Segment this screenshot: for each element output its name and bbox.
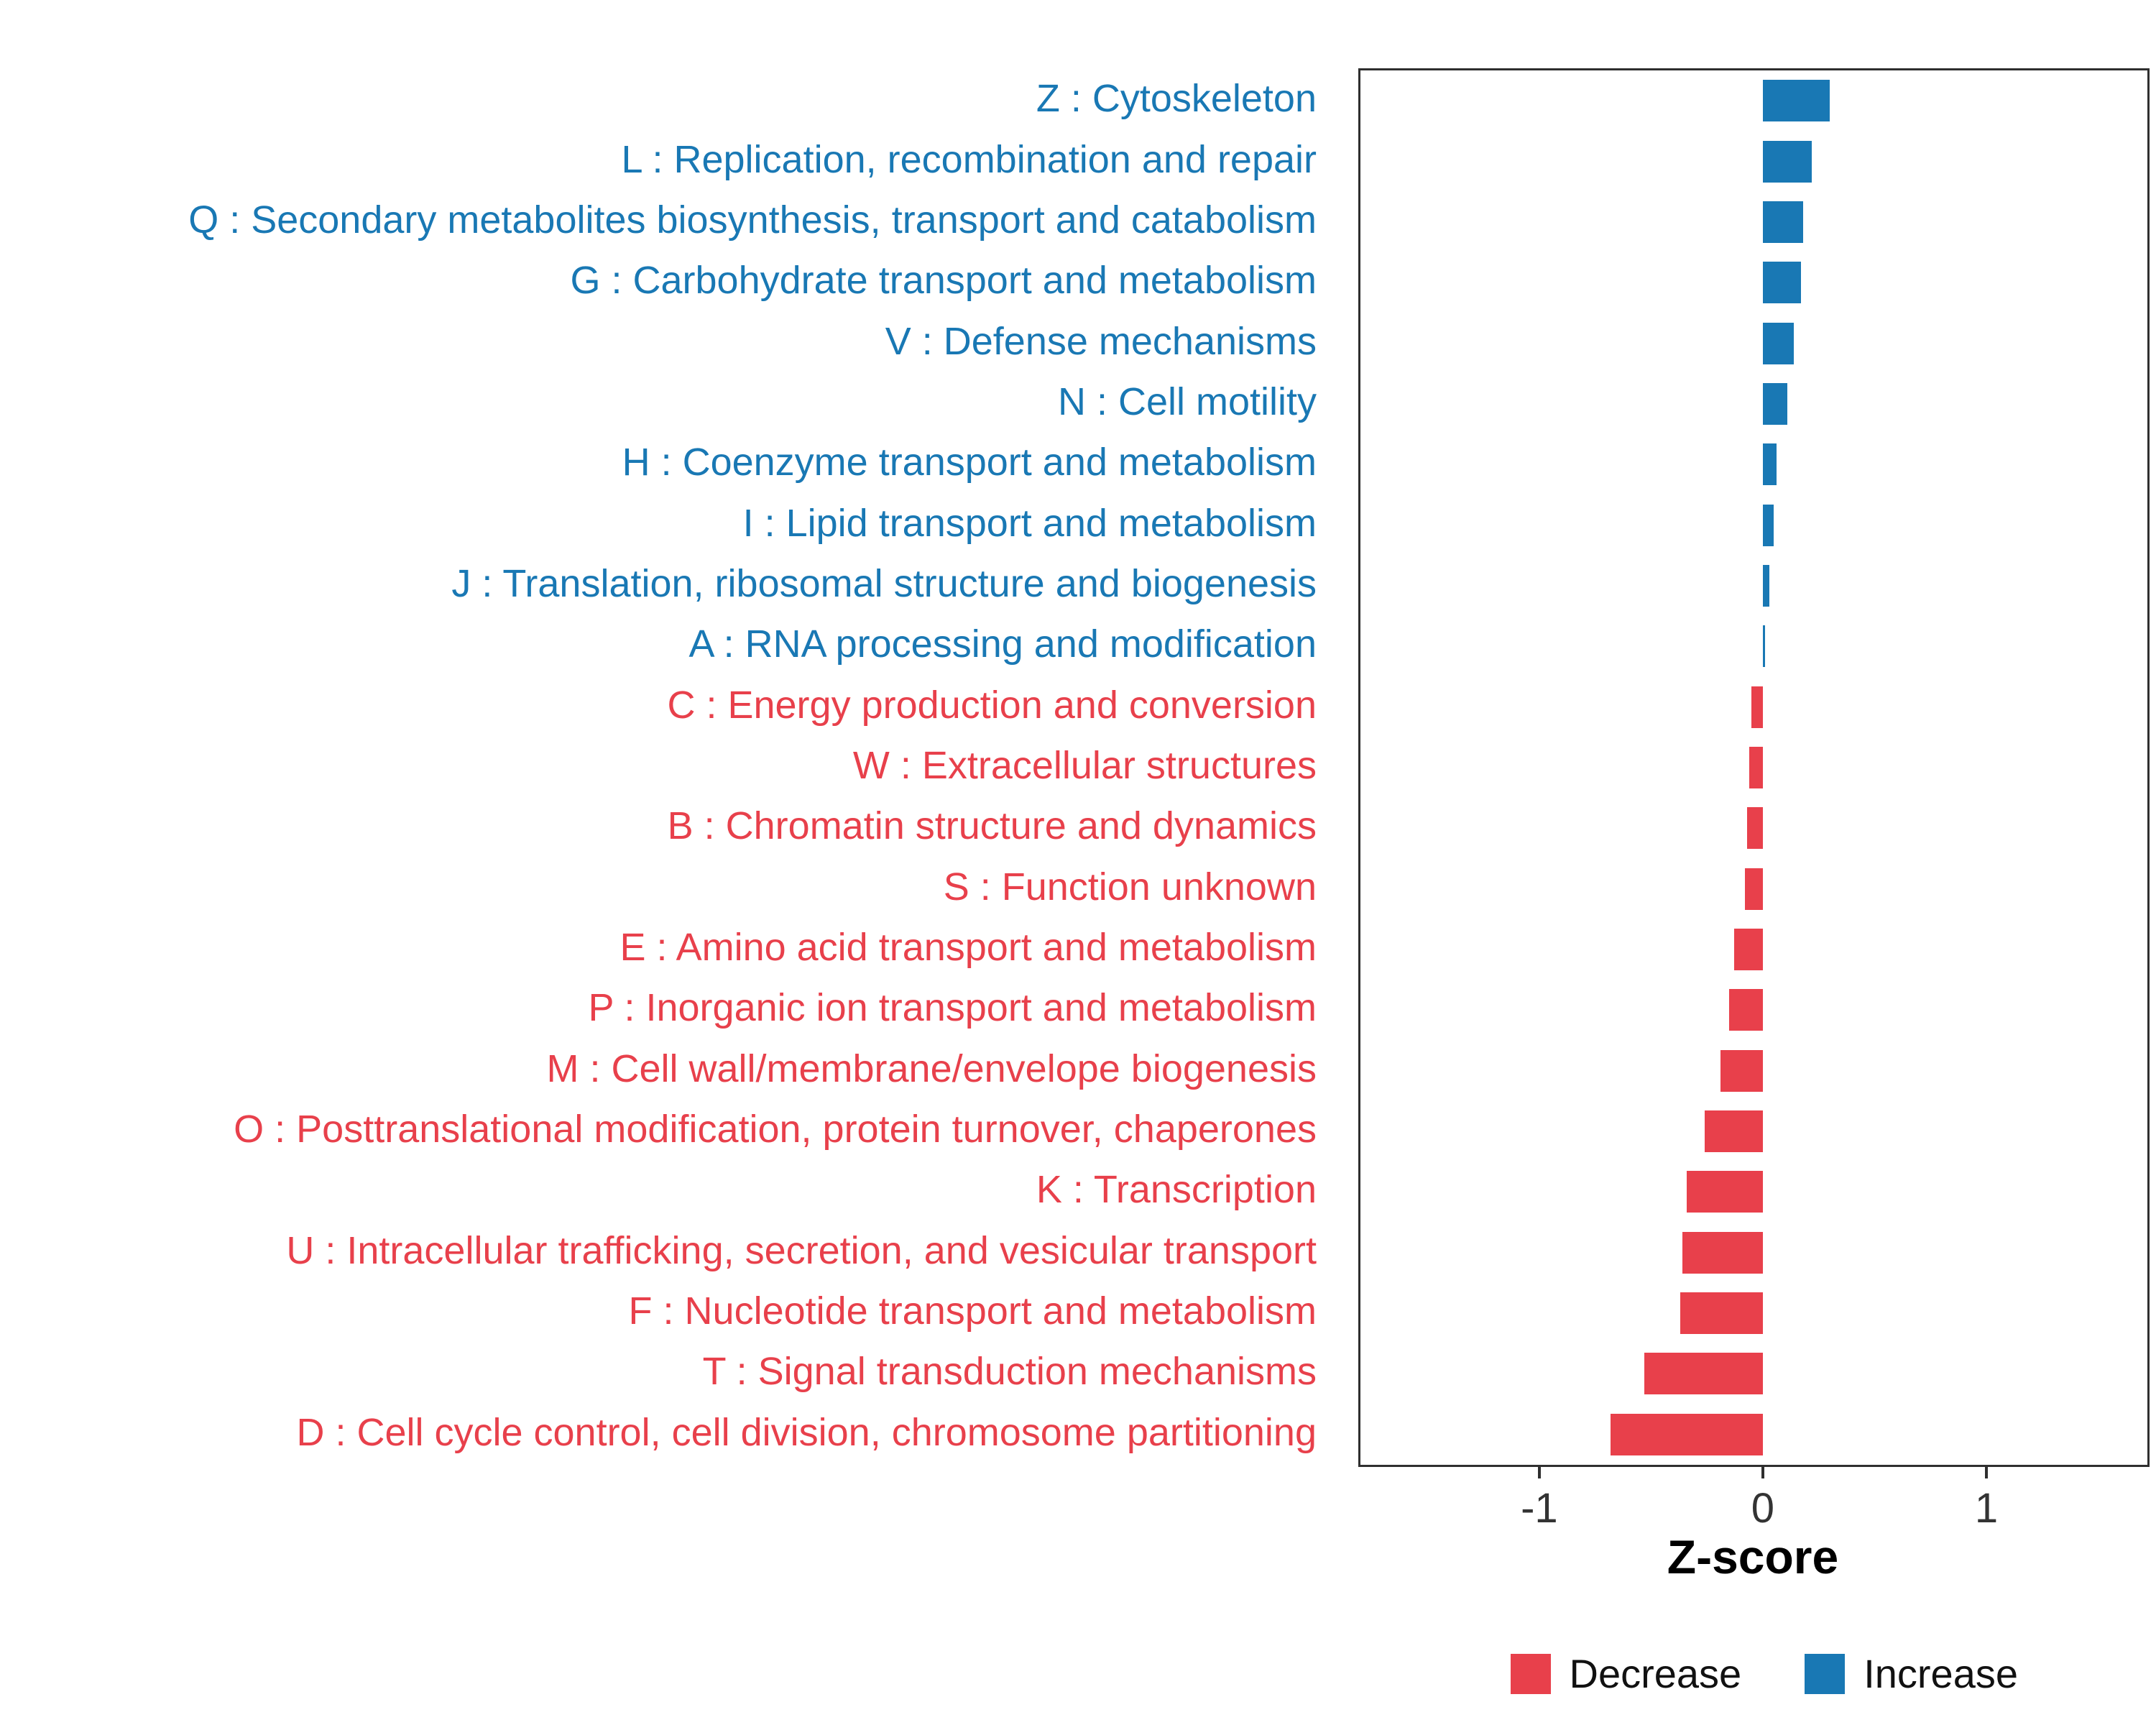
category-label: Q : Secondary metabolites biosynthesis, …: [188, 198, 1317, 242]
bar: [1762, 262, 1801, 304]
category-label: T : Signal transduction mechanisms: [702, 1350, 1317, 1394]
bar: [1733, 929, 1763, 971]
x-tick: [1761, 1467, 1764, 1478]
category-label: K : Transcription: [1036, 1168, 1317, 1212]
category-label: P : Inorganic ion transport and metaboli…: [588, 986, 1317, 1030]
bar: [1762, 140, 1812, 183]
category-label: L : Replication, recombination and repai…: [621, 137, 1317, 181]
category-label: E : Amino acid transport and metabolism: [619, 926, 1317, 970]
category-label: A : RNA processing and modification: [688, 622, 1317, 666]
category-label: J : Translation, ribosomal structure and…: [451, 561, 1317, 605]
bar: [1762, 201, 1803, 243]
category-label: V : Defense mechanisms: [885, 319, 1317, 363]
x-axis-title: Z-score: [1667, 1530, 1839, 1583]
x-tick-label: 1: [1974, 1485, 1999, 1532]
category-label: B : Chromatin structure and dynamics: [667, 804, 1317, 848]
x-tick-label: 0: [1751, 1485, 1775, 1532]
bar: [1762, 322, 1795, 364]
category-label: G : Carbohydrate transport and metabolis…: [570, 259, 1317, 303]
bar: [1745, 868, 1763, 910]
x-tick: [1537, 1467, 1541, 1478]
category-labels: Z : Cytoskeleton L : Replication, recombi…: [0, 68, 1335, 1463]
category-label: C : Energy production and conversion: [667, 683, 1317, 727]
bar: [1751, 686, 1763, 728]
bar: [1762, 382, 1788, 425]
legend-item-decrease: Decrease: [1510, 1650, 1742, 1697]
category-label: D : Cell cycle control, cell division, c…: [296, 1410, 1317, 1454]
bar: [1705, 1110, 1763, 1153]
category-label: M : Cell wall/membrane/envelope biogenes…: [546, 1046, 1317, 1090]
category-label: S : Function unknown: [943, 865, 1317, 908]
category-label: H : Coenzyme transport and metabolism: [622, 441, 1317, 484]
category-label: F : Nucleotide transport and metabolism: [628, 1289, 1317, 1333]
bar: [1762, 443, 1777, 486]
bar: [1729, 989, 1763, 1031]
x-tick: [1985, 1467, 1989, 1478]
bar: [1747, 807, 1763, 850]
bar: [1680, 1292, 1763, 1335]
legend-swatch-decrease: [1510, 1653, 1551, 1694]
plot-panel: [1358, 68, 2150, 1467]
bar: [1687, 1171, 1763, 1213]
bar: [1749, 747, 1763, 788]
legend: Decrease Increase: [1510, 1650, 2018, 1697]
bar: [1644, 1353, 1763, 1395]
bar: [1682, 1231, 1763, 1274]
bar: [1762, 504, 1774, 546]
bar: [1762, 80, 1830, 122]
legend-label-increase: Increase: [1864, 1651, 2018, 1696]
category-label: N : Cell motility: [1057, 380, 1317, 423]
legend-label-decrease: Decrease: [1569, 1651, 1742, 1696]
category-label: I : Lipid transport and metabolism: [742, 501, 1317, 545]
legend-item-increase: Increase: [1805, 1650, 2018, 1697]
legend-swatch-increase: [1805, 1653, 1846, 1694]
bar: [1611, 1413, 1763, 1455]
bar: [1762, 564, 1770, 607]
x-tick-label: -1: [1521, 1485, 1558, 1532]
category-label: Z : Cytoskeleton: [1036, 77, 1317, 121]
category-label: U : Intracellular trafficking, secretion…: [286, 1228, 1317, 1272]
category-label: W : Extracellular structures: [852, 743, 1317, 787]
bar: [1762, 625, 1766, 668]
bar: [1720, 1049, 1763, 1092]
category-label: O : Posttranslational modification, prot…: [234, 1108, 1317, 1151]
